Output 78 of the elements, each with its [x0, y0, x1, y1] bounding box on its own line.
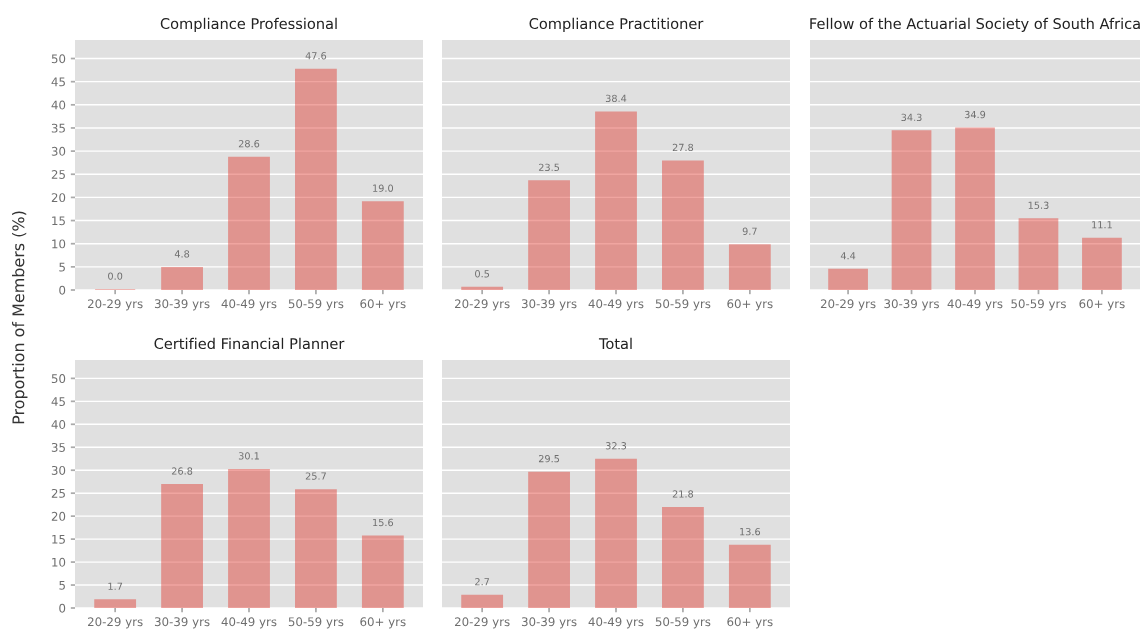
- x-tick-label: 50-59 yrs: [655, 617, 711, 629]
- data-label: 4.8: [174, 250, 190, 258]
- x-tick-label: 40-49 yrs: [588, 617, 644, 629]
- chart-title: Compliance Professional: [160, 17, 337, 32]
- x-tick-label: 50-59 yrs: [288, 299, 344, 311]
- x-tick-label: 30-39 yrs: [884, 299, 939, 311]
- x-tick-label: 20-29 yrs: [455, 617, 510, 629]
- chart-title: Total: [598, 337, 632, 350]
- x-tick-label: 50-59 yrs: [288, 617, 344, 629]
- x-tick-label: 20-29 yrs: [455, 299, 510, 311]
- y-axis-title: Proportion of Members (%): [12, 211, 28, 424]
- data-label: 30.1: [238, 452, 259, 460]
- data-label: 11.1: [1092, 221, 1112, 229]
- data-label: 32.3: [605, 442, 627, 450]
- data-label: 2.7: [475, 578, 490, 586]
- y-tick-label: 20: [51, 193, 66, 203]
- data-label: 19.0: [373, 184, 394, 192]
- x-tick-label: 60+ yrs: [360, 617, 406, 629]
- x-tick-label: 30-39 yrs: [521, 299, 577, 311]
- data-label: 34.9: [964, 110, 986, 119]
- data-label: 28.6: [238, 140, 260, 148]
- y-tick-label: 5: [59, 262, 65, 272]
- data-label: 1.7: [108, 582, 123, 590]
- y-tick-label: 15: [52, 216, 65, 226]
- data-label: 13.6: [740, 527, 761, 536]
- y-tick-label: 40: [51, 420, 66, 429]
- x-tick-label: 40-49 yrs: [588, 299, 644, 311]
- x-tick-label: 30-39 yrs: [154, 299, 210, 311]
- data-label: 38.4: [605, 94, 627, 103]
- data-label: 9.7: [742, 227, 757, 235]
- x-tick-label: 40-49 yrs: [221, 617, 277, 629]
- x-tick-label: 60+ yrs: [1079, 299, 1125, 311]
- y-tick-label: 25: [51, 488, 65, 498]
- y-tick-label: 50: [51, 54, 66, 64]
- data-label: 0.0: [108, 272, 123, 280]
- y-tick-label: 10: [52, 239, 66, 249]
- data-label: 47.6: [305, 52, 327, 60]
- chart-title: Fellow of the Actuarial Society of South Africa: [810, 17, 1140, 32]
- x-tick-label: 20-29 yrs: [88, 617, 143, 629]
- x-tick-label: 40-49 yrs: [947, 299, 1003, 311]
- y-tick-label: 50: [51, 374, 66, 384]
- y-tick-label: 25: [51, 169, 65, 179]
- y-tick-label: 35: [51, 442, 65, 452]
- data-label: 25.7: [305, 472, 326, 480]
- data-label: 29.5: [538, 454, 560, 463]
- y-tick-label: 15: [52, 534, 65, 544]
- data-label: 21.8: [672, 490, 694, 498]
- y-tick-label: 30: [51, 146, 66, 156]
- data-label: 34.3: [901, 113, 922, 121]
- y-tick-label: 35: [51, 123, 65, 133]
- data-label: 26.8: [171, 467, 193, 475]
- y-tick-label: 40: [51, 100, 66, 110]
- x-tick-label: 30-39 yrs: [521, 617, 577, 629]
- x-tick-label: 40-49 yrs: [221, 299, 277, 311]
- x-tick-label: 60+ yrs: [727, 617, 773, 629]
- chart-title: Certified Financial Planner: [154, 337, 345, 350]
- y-tick-label: 10: [52, 557, 66, 567]
- data-label: 23.5: [538, 163, 560, 171]
- chart-title: Compliance Practitioner: [529, 17, 704, 32]
- data-label: 15.3: [1028, 201, 1049, 209]
- data-label: 15.6: [373, 518, 394, 527]
- y-tick-label: 0: [59, 285, 66, 295]
- x-tick-label: 20-29 yrs: [820, 299, 876, 311]
- y-tick-label: 45: [51, 77, 65, 87]
- data-label: 0.5: [475, 270, 490, 278]
- y-tick-label: 0: [59, 603, 66, 613]
- data-label: 4.4: [840, 252, 856, 260]
- x-tick-label: 60+ yrs: [727, 299, 773, 311]
- x-tick-label: 20-29 yrs: [88, 299, 143, 311]
- x-tick-label: 50-59 yrs: [1011, 299, 1066, 311]
- x-tick-label: 50-59 yrs: [655, 299, 711, 311]
- y-tick-label: 30: [51, 465, 66, 475]
- y-tick-label: 5: [59, 580, 65, 590]
- x-tick-label: 30-39 yrs: [154, 617, 210, 629]
- x-tick-label: 60+ yrs: [360, 299, 406, 311]
- data-label: 27.8: [672, 143, 694, 152]
- y-tick-label: 45: [51, 397, 65, 406]
- y-tick-label: 20: [51, 511, 66, 521]
